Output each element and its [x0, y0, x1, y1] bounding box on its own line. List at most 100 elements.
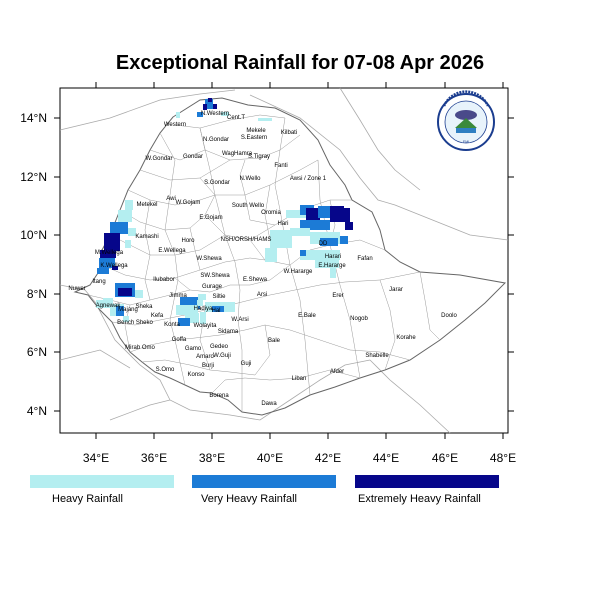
rainfall-cell: [320, 238, 338, 246]
region-label: Gamo: [185, 346, 202, 352]
region-label: E.Gojam: [199, 215, 222, 221]
region-label: W.Gojam: [176, 200, 201, 206]
region-label: W.Guji: [213, 353, 231, 359]
rainfall-cell: [318, 206, 332, 218]
region-label: Konta: [164, 322, 180, 328]
rainfall-cell: [176, 305, 198, 315]
rainfall-cell: [345, 222, 353, 230]
rainfall-cell: [99, 258, 115, 268]
region-label: Gondar: [183, 154, 203, 160]
region-label: SW.Shewa: [200, 273, 230, 279]
region-label: Horo: [181, 238, 195, 244]
rainfall-cell: [100, 250, 116, 258]
region-label: Gurage: [202, 284, 223, 290]
rainfall-cell: [112, 266, 118, 270]
rainfall-cell: [123, 316, 129, 322]
rainfall-cell: [197, 300, 203, 306]
region-label: Kamashi: [135, 234, 158, 240]
region-label: Bale: [268, 338, 281, 344]
svg-text:EMI: EMI: [463, 140, 469, 144]
rainfall-cell: [185, 313, 199, 323]
rainfall-cell: [315, 258, 339, 268]
rainfall-cell: [128, 228, 136, 236]
x-tick-label: 42°E: [315, 451, 341, 465]
region-label: Hari: [277, 221, 288, 227]
region-label: E.Bale: [298, 313, 316, 319]
region-label: Western: [164, 122, 186, 128]
region-label: Borena: [209, 393, 229, 399]
rainfall-cell: [212, 306, 224, 312]
region-label: E.Hararge: [318, 263, 346, 269]
region-label: Oromia: [261, 210, 281, 216]
rainfall-cell: [290, 228, 310, 236]
y-tick-label: 10°N: [20, 228, 47, 242]
region-label: Shabelle: [365, 353, 389, 359]
x-tick-label: 38°E: [199, 451, 225, 465]
y-tick-label: 14°N: [20, 111, 47, 125]
region-label: E.Wellega: [158, 248, 186, 254]
rainfall-cell: [270, 230, 292, 248]
region-label: Ilubabor: [153, 277, 175, 283]
region-label: Fanti: [274, 163, 287, 169]
rainfall-cell: [265, 248, 277, 262]
region-label: N.Gondar: [203, 137, 229, 143]
axis-ticks: 34°E 36°E 38°E 40°E 42°E 44°E 46°E 48°E 14°N 12°N…: [20, 82, 516, 465]
y-tick-label: 6°N: [27, 345, 47, 359]
rainfall-cells: [96, 98, 353, 326]
region-label: Jimma: [169, 293, 187, 299]
region-label: Siltie: [212, 294, 226, 300]
region-label: N.Western: [201, 111, 229, 117]
rainfall-cell: [300, 220, 330, 230]
rainfall-cell: [116, 306, 124, 316]
legend-swatch-very-heavy: [192, 475, 336, 488]
region-label: South Wello: [232, 203, 265, 209]
region-label: Cent.T: [227, 115, 245, 121]
region-label: S.Gondar: [204, 180, 230, 186]
y-tick-label: 8°N: [27, 287, 47, 301]
rainfall-cell: [178, 318, 190, 326]
region-label: Awi: [166, 196, 176, 202]
rainfall-cell: [200, 312, 206, 324]
rainfall-cell: [205, 99, 213, 109]
x-tick-label: 40°E: [257, 451, 283, 465]
region-label: WagHamra: [222, 151, 253, 157]
region-label: Hadiya: [194, 306, 213, 312]
legend-label-very-heavy: Very Heavy Rainfall: [201, 493, 297, 505]
region-label: Amaro: [196, 354, 214, 360]
region-label: Fafan: [357, 256, 372, 262]
region-label: Wolayita: [194, 323, 218, 329]
region-label: Jarar: [389, 287, 403, 293]
rainfall-cell: [96, 300, 108, 308]
rainfall-cell: [198, 294, 206, 300]
legend-label-extremely-heavy: Extremely Heavy Rainfall: [358, 493, 481, 505]
rainfall-cell: [208, 98, 212, 102]
region-label: W.Shewa: [196, 256, 222, 262]
region-label: Arsi: [257, 292, 267, 298]
rainfall-cell: [300, 250, 306, 256]
rainfall-cell: [340, 236, 348, 244]
region-label: Goffa: [172, 337, 187, 343]
rainfall-cell: [118, 288, 132, 296]
rainfall-cell: [176, 112, 180, 118]
rainfall-cell: [125, 200, 133, 210]
region-label: Harari: [325, 254, 341, 260]
region-label: Liban: [292, 376, 307, 382]
rainfall-cell: [300, 250, 340, 260]
rainfall-cell: [258, 118, 272, 121]
region-label: Sidama: [218, 329, 239, 335]
region-label: E.Shewa: [243, 277, 268, 283]
region-label: S.Eastern: [241, 135, 267, 141]
region-label: Mekele: [246, 128, 266, 134]
institute-logo: EMI: [437, 90, 495, 151]
map-title: Exceptional Rainfall for 07-08 Apr 2026: [115, 52, 485, 74]
region-label: Itang: [92, 279, 105, 285]
region-label: W.Hararge: [284, 269, 313, 275]
x-tick-label: 44°E: [373, 451, 399, 465]
rainfall-cell: [197, 112, 203, 117]
region-label: Kefa: [151, 313, 164, 319]
region-label: Mirab Omo: [125, 345, 155, 351]
y-tick-label: 12°N: [20, 170, 47, 184]
region-label: M.Wellega: [95, 250, 124, 256]
region-label: Metekel: [136, 202, 157, 208]
